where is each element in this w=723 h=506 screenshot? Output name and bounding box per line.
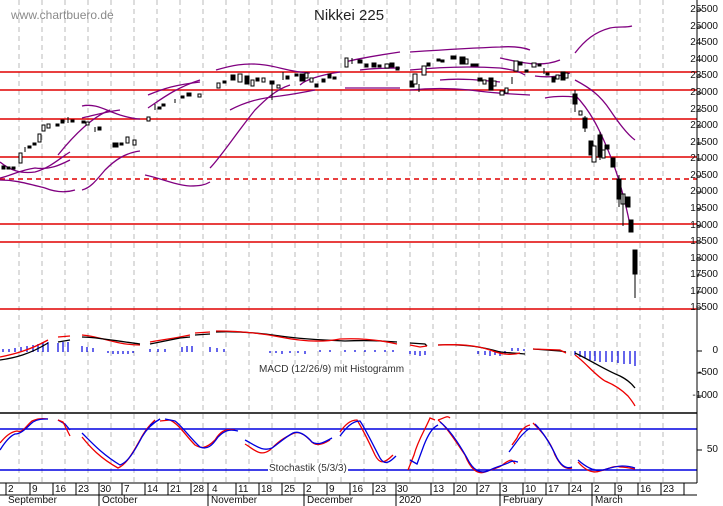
date-tick: 16 — [352, 484, 364, 495]
month-label: March — [595, 495, 623, 506]
date-tick: 2 — [594, 484, 600, 495]
date-tick: 16 — [55, 484, 67, 495]
date-tick: 2 — [306, 484, 312, 495]
date-tick: 14 — [147, 484, 159, 495]
date-tick: 27 — [479, 484, 491, 495]
price-tick: 22000 — [690, 120, 718, 131]
price-tick: 24000 — [690, 54, 718, 65]
date-tick: 25 — [284, 484, 296, 495]
date-tick: 4 — [212, 484, 218, 495]
date-tick: 28 — [193, 484, 205, 495]
macd-tick: 0 — [712, 345, 718, 356]
date-tick: 20 — [456, 484, 468, 495]
price-tick: 17500 — [690, 269, 718, 280]
macd-tick: -500 — [697, 367, 718, 378]
price-tick: 23000 — [690, 87, 718, 98]
date-tick: 9 — [329, 484, 335, 495]
price-tick: 21000 — [690, 153, 718, 164]
date-tick: 23 — [78, 484, 90, 495]
watermark: www.chartbuero.de — [11, 8, 114, 22]
price-tick: 22500 — [690, 104, 718, 115]
price-tick: 25500 — [690, 4, 718, 15]
month-label: October — [102, 495, 138, 506]
support-resistance-lines — [0, 71, 697, 310]
stoch-label: Stochastik (5/3/3) — [268, 463, 348, 474]
candlesticks — [1, 55, 638, 298]
date-tick: 9 — [32, 484, 38, 495]
month-label: February — [503, 495, 544, 506]
month-label: December — [307, 495, 354, 506]
price-tick: 23500 — [690, 70, 718, 81]
x-axis — [0, 482, 697, 506]
macd-histogram — [2, 342, 636, 366]
date-tick: 2 — [8, 484, 14, 495]
date-tick: 11 — [238, 484, 249, 495]
bollinger-bands — [0, 25, 636, 226]
stoch-levels — [0, 428, 697, 471]
date-tick: 16 — [640, 484, 652, 495]
price-tick: 20000 — [690, 186, 718, 197]
date-tick: 7 — [124, 484, 130, 495]
price-tick: 21500 — [690, 137, 718, 148]
date-tick: 10 — [525, 484, 537, 495]
price-tick: 20500 — [690, 170, 718, 181]
date-tick: 30 — [100, 484, 112, 495]
price-tick: 16500 — [690, 302, 718, 313]
price-tick: 18000 — [690, 253, 718, 264]
date-tick: 3 — [502, 484, 508, 495]
price-tick: 25000 — [690, 21, 718, 32]
stoch-tick: 50 — [706, 444, 718, 455]
macd-lines — [0, 330, 636, 407]
price-tick: 17000 — [690, 286, 718, 297]
y-axis — [696, 0, 702, 483]
date-tick: 9 — [617, 484, 623, 495]
price-tick: 24500 — [690, 37, 718, 48]
date-tick: 18 — [261, 484, 273, 495]
date-tick: 21 — [170, 484, 182, 495]
month-label: November — [211, 495, 258, 506]
price-tick: 19000 — [690, 220, 718, 231]
date-tick: 30 — [397, 484, 409, 495]
date-tick: 13 — [433, 484, 445, 495]
month-label: September — [8, 495, 57, 506]
month-label: 2020 — [399, 495, 422, 506]
stoch-lines — [0, 416, 636, 474]
macd-tick: -1000 — [692, 390, 718, 401]
chart-title: Nikkei 225 — [314, 7, 385, 24]
date-tick: 23 — [663, 484, 675, 495]
macd-label: MACD (12/26/9) mit Histogramm — [258, 364, 406, 375]
price-tick: 19500 — [690, 203, 718, 214]
date-tick: 24 — [571, 484, 583, 495]
price-tick: 18500 — [690, 236, 718, 247]
date-tick: 17 — [548, 484, 560, 495]
date-tick: 23 — [375, 484, 387, 495]
